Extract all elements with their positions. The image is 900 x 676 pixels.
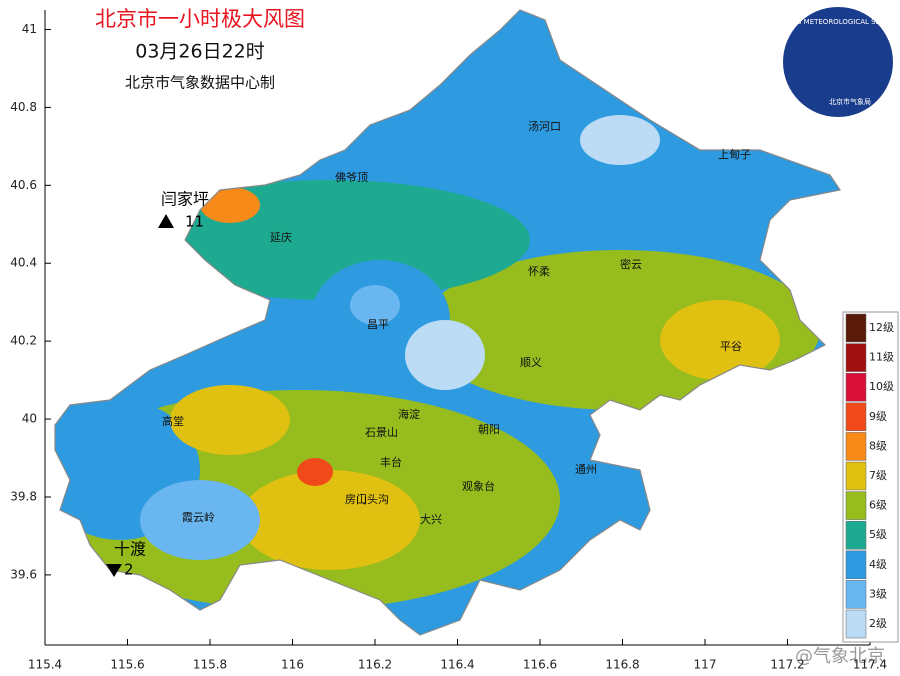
legend-label: 5级	[869, 528, 887, 541]
legend-swatch	[845, 491, 867, 520]
legend-label: 6级	[869, 499, 887, 512]
legend: 12级 11级 10级 9级 8级 7级 6级 5级 4级 3级 2级	[842, 311, 899, 643]
y-tick-label: 40.4	[10, 256, 37, 270]
legend-label: 2级	[869, 617, 887, 630]
x-tick-label: 116.4	[440, 658, 474, 672]
legend-label: 7级	[869, 469, 887, 482]
legend-label: 10级	[869, 380, 894, 393]
place-label: 密云	[620, 257, 642, 271]
y-tick-label: 40.2	[10, 334, 37, 348]
place-label: 延庆	[270, 230, 292, 244]
station-marker	[106, 564, 122, 577]
source: 北京市气象数据中心制	[125, 74, 275, 92]
x-tick-label: 115.8	[193, 658, 227, 672]
station-value: 11	[185, 213, 204, 231]
place-label: 石景山	[365, 426, 398, 439]
place-label: 上甸子	[718, 148, 751, 161]
y-tick-label: 39.6	[10, 567, 37, 581]
y-tick-label: 40	[22, 412, 37, 426]
title: 北京市一小时极大风图	[95, 7, 305, 31]
place-label: 大兴	[420, 512, 442, 526]
place-label: 门头沟	[356, 492, 389, 506]
place-label: 平谷	[720, 340, 742, 353]
place-label: 怀柔	[528, 265, 550, 278]
x-tick-label: 116.6	[523, 658, 557, 672]
y-tick-label: 41	[22, 22, 37, 36]
x-tick-label: 116	[281, 658, 304, 672]
logo: BEIJING METEOROLOGICAL SERVICE 北京市气象局	[775, 7, 900, 117]
legend-label: 11级	[869, 351, 894, 364]
x-tick-label: 117.4	[853, 658, 887, 672]
legend-label: 8级	[869, 439, 887, 452]
legend-swatch	[845, 461, 867, 491]
station-value: 2	[124, 561, 134, 579]
place-label: 朝阳	[478, 423, 500, 436]
stations: 闫家坪 11 十渡 2	[106, 190, 209, 579]
x-tick-label: 116.8	[605, 658, 639, 672]
x-tick-label: 117	[694, 658, 717, 672]
legend-label: 3级	[869, 587, 887, 600]
place-label: 海淀	[398, 407, 420, 421]
legend-swatch	[845, 550, 867, 580]
wind-field	[55, 10, 840, 635]
legend-swatch	[845, 372, 867, 402]
x-tick-label: 116.2	[358, 658, 392, 672]
place-label: 汤河口	[528, 119, 561, 133]
place-label: 通州	[575, 463, 597, 476]
logo-text: BEIJING METEOROLOGICAL SERVICE	[775, 18, 900, 26]
logo-circle	[783, 7, 893, 117]
x-tick-label: 117.2	[770, 658, 804, 672]
legend-label: 9级	[869, 410, 887, 423]
logo-caption: 北京市气象局	[829, 97, 871, 106]
x-tick-label: 115.4	[28, 658, 62, 672]
legend-swatch	[845, 520, 867, 550]
y-tick-label: 40.6	[10, 178, 37, 192]
place-label: 佛爷顶	[335, 170, 368, 184]
y-tick-label: 40.8	[10, 100, 37, 114]
place-label: 房山	[345, 493, 367, 506]
legend-swatch	[845, 580, 867, 609]
place-label: 高堂	[162, 414, 184, 428]
place-label: 顺义	[520, 356, 542, 369]
station-marker	[158, 214, 174, 228]
station-name: 十渡	[114, 540, 146, 559]
time: 03月26日22时	[135, 41, 265, 63]
place-label: 霞云岭	[182, 510, 215, 524]
place-label: 丰台	[380, 455, 402, 469]
x-tick-label: 115.6	[110, 658, 144, 672]
watermark: @气象北京	[795, 646, 885, 667]
legend-swatch	[845, 432, 867, 461]
y-tick-label: 39.8	[10, 489, 37, 503]
legend-label: 12级	[869, 321, 894, 334]
legend-label: 4级	[869, 558, 887, 571]
legend-swatch	[845, 402, 867, 432]
legend-swatch	[845, 343, 867, 372]
legend-swatch	[845, 313, 867, 343]
legend-swatch	[845, 609, 867, 639]
station-name: 闫家坪	[161, 190, 209, 209]
place-label: 观象台	[462, 479, 495, 493]
place-label: 昌平	[367, 318, 389, 331]
